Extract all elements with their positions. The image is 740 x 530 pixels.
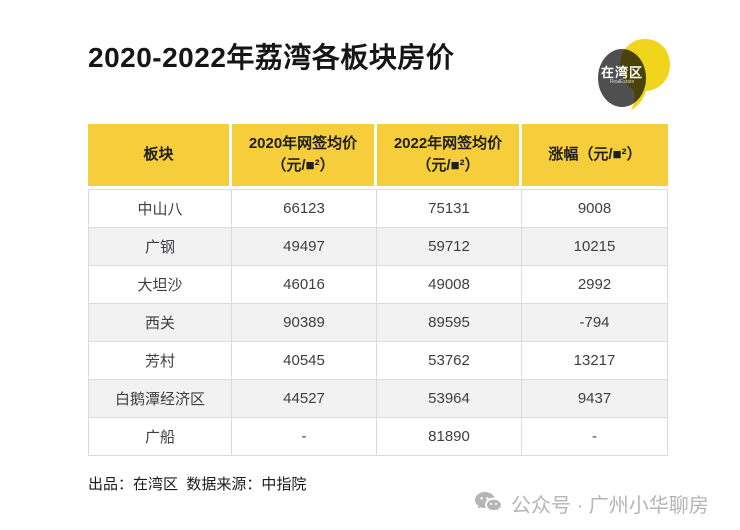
cell-2020-price: 44527 [232, 380, 377, 418]
cell-district: 中山八 [88, 190, 232, 228]
cell-2020-price: 46016 [232, 266, 377, 304]
cell-district: 西关 [88, 304, 232, 342]
cell-district: 广钢 [88, 228, 232, 266]
cell-2022-price: 59712 [377, 228, 522, 266]
cell-district: 芳村 [88, 342, 232, 380]
table-row: 芳村 40545 53762 13217 [88, 342, 668, 380]
brand-logo: 在湾区 RealEstate [588, 34, 674, 120]
wechat-icon [475, 491, 503, 513]
cell-2020-price: 66123 [232, 190, 377, 228]
table-header-row: 板块 2020年网签均价 （元/■²） 2022年网签均价 （元/■²） 涨幅（… [88, 124, 668, 186]
cell-change: 9008 [522, 190, 668, 228]
source-credit: 出品：在湾区 数据来源：中指院 [88, 476, 307, 493]
cell-2022-price: 75131 [377, 190, 522, 228]
table-row: 中山八 66123 75131 9008 [88, 190, 668, 228]
cell-district: 白鹅潭经济区 [88, 380, 232, 418]
table-row: 广船 - 81890 - [88, 418, 668, 456]
cell-district: 广船 [88, 418, 232, 456]
cell-2022-price: 49008 [377, 266, 522, 304]
cell-2020-price: - [232, 418, 377, 456]
header-cell-district: 板块 [88, 124, 232, 186]
header-cell-2022-price: 2022年网签均价 （元/■²） [377, 124, 522, 186]
cell-2020-price: 40545 [232, 342, 377, 380]
table-row: 大坦沙 46016 49008 2992 [88, 266, 668, 304]
table-body: 中山八 66123 75131 9008 广钢 49497 59712 1021… [88, 189, 668, 456]
cell-change: - [522, 418, 668, 456]
watermark: 公众号 · 广州小华聊房 [474, 489, 709, 518]
cell-change: 9437 [522, 380, 668, 418]
cell-2020-price: 49497 [232, 228, 377, 266]
cell-change: 13217 [522, 342, 668, 380]
header-cell-2020-price: 2020年网签均价 （元/■²） [232, 124, 377, 186]
cell-2020-price: 90389 [232, 304, 377, 342]
cell-district: 大坦沙 [88, 266, 232, 304]
logo-text: 在湾区 [600, 65, 643, 80]
table-row: 广钢 49497 59712 10215 [88, 228, 668, 266]
cell-change: 2992 [522, 266, 668, 304]
table-row: 白鹅潭经济区 44527 53964 9437 [88, 380, 668, 418]
page-title: 2020-2022年荔湾各板块房价 [88, 42, 455, 73]
cell-2022-price: 53964 [377, 380, 522, 418]
table-row: 西关 90389 89595 -794 [88, 304, 668, 342]
cell-change: 10215 [522, 228, 668, 266]
cell-2022-price: 53762 [377, 342, 522, 380]
cell-change: -794 [522, 304, 668, 342]
header-cell-change: 涨幅（元/■²） [522, 124, 668, 186]
logo-shapes-icon [598, 39, 670, 110]
cell-2022-price: 89595 [377, 304, 522, 342]
watermark-label: 公众号 · 广州小华聊房 [511, 495, 709, 517]
price-table: 板块 2020年网签均价 （元/■²） 2022年网签均价 （元/■²） 涨幅（… [88, 124, 668, 456]
cell-2022-price: 81890 [377, 418, 522, 456]
logo-subtext: RealEstate [609, 79, 635, 85]
